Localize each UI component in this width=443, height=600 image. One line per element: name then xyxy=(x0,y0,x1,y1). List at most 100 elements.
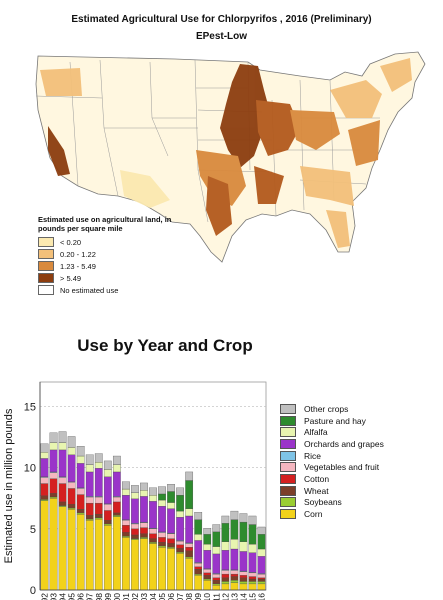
map-legend-label: 1.23 - 5.49 xyxy=(60,261,96,271)
bar-segment xyxy=(167,484,175,492)
bar-segment xyxy=(176,553,184,591)
bar-segment xyxy=(203,572,212,576)
bar-segment xyxy=(131,485,139,493)
bar-segment xyxy=(158,547,166,591)
bar-segment xyxy=(257,573,266,578)
x-tick-label: 1998 xyxy=(94,593,104,600)
bar-segment xyxy=(112,464,121,473)
crop-legend-swatch xyxy=(280,450,296,461)
bar-segment xyxy=(212,573,221,578)
bar-segment xyxy=(230,548,239,570)
bar-segment xyxy=(140,537,148,539)
legend-swatch xyxy=(38,249,54,259)
crop-legend-item: Vegetables and fruit xyxy=(280,461,384,473)
bar-segment xyxy=(185,471,194,481)
crop-legend-item: Cotton xyxy=(280,473,384,485)
bar-segment xyxy=(257,556,266,574)
bar-segment xyxy=(40,452,49,459)
map-legend-label: > 5.49 xyxy=(60,273,82,283)
x-tick-label: 1995 xyxy=(67,593,77,600)
bar-segment xyxy=(230,519,239,540)
legend-swatch xyxy=(38,261,54,271)
bar-segment xyxy=(158,542,166,547)
bar-segment xyxy=(149,487,157,496)
bar-segment xyxy=(85,464,94,473)
bar-segment xyxy=(212,546,221,555)
bar-segment xyxy=(131,528,139,536)
bar-segment xyxy=(67,488,76,505)
y-tick-label: 5 xyxy=(30,524,36,536)
bar-segment xyxy=(158,537,166,543)
bar-segment xyxy=(103,523,112,526)
bar-segment xyxy=(112,516,121,591)
bar-segment xyxy=(112,512,121,516)
bar-segment xyxy=(49,472,58,479)
bar-segment xyxy=(230,582,239,591)
bar-segment xyxy=(248,552,257,573)
bar-segment xyxy=(194,512,203,520)
bar-segment xyxy=(185,515,194,544)
bar-segment xyxy=(212,580,221,585)
bar-segment xyxy=(167,538,175,544)
bar-segment xyxy=(58,477,67,484)
bar-segment xyxy=(221,577,230,582)
bar-segment xyxy=(212,553,221,574)
bar-segment xyxy=(112,496,121,503)
bar-segment xyxy=(122,532,130,537)
bar-segment xyxy=(76,494,85,510)
bar-segment xyxy=(112,515,121,517)
x-tick-label: 1992 xyxy=(40,593,50,600)
bar-segment xyxy=(149,501,157,529)
bar-segment xyxy=(248,576,257,580)
bar-segment xyxy=(221,583,230,591)
map-legend-item: 1.23 - 5.49 xyxy=(38,260,188,272)
bar-segment xyxy=(176,517,184,541)
bar-segment xyxy=(194,540,203,563)
crop-legend-label: Pasture and hay xyxy=(304,415,366,426)
x-tick-label: 2014 xyxy=(238,593,248,600)
x-tick-label: 2010 xyxy=(202,593,212,600)
bar-segment xyxy=(239,575,248,578)
bar-segment xyxy=(212,531,221,547)
x-tick-label: 2011 xyxy=(211,593,221,600)
bar-segment xyxy=(257,577,266,580)
crop-legend-item: Corn xyxy=(280,508,384,520)
bar-segment xyxy=(67,436,76,448)
bar-segment xyxy=(257,578,266,582)
use-intensity xyxy=(40,58,412,248)
bar-segment xyxy=(212,577,221,581)
bar-segment xyxy=(94,502,103,515)
crop-legend-swatch xyxy=(280,462,296,473)
bar-segment xyxy=(149,528,157,534)
bar-segment xyxy=(248,524,257,545)
bar-segment xyxy=(194,569,203,575)
bar-segment xyxy=(248,583,257,591)
x-tick-label: 1999 xyxy=(103,593,113,600)
bar-segment xyxy=(94,496,103,504)
bar-segment xyxy=(194,575,203,591)
bar-segment xyxy=(131,498,139,524)
bar-segment xyxy=(203,550,212,569)
bar-segment xyxy=(85,502,94,516)
bar-segment xyxy=(239,521,248,542)
bar-segment xyxy=(203,569,212,574)
bar-segment xyxy=(185,480,194,509)
bar-segment xyxy=(103,476,112,504)
bar-segment xyxy=(212,584,221,591)
crop-legend-item: Soybeans xyxy=(280,497,384,509)
bar-segment xyxy=(76,455,85,464)
bar-segment xyxy=(167,502,175,509)
bar-segment xyxy=(239,541,248,552)
bar-segment xyxy=(122,495,130,520)
x-tick-label: 1996 xyxy=(76,593,86,600)
bar-segment xyxy=(103,520,112,525)
bar-segment xyxy=(149,533,157,539)
map-panel: Estimated Agricultural Use for Chlorpyri… xyxy=(35,14,426,295)
bar-segment xyxy=(76,463,85,488)
bar-segment xyxy=(122,520,130,526)
x-tick-label: 2006 xyxy=(166,593,176,600)
bar-segment xyxy=(176,551,184,554)
bar-segment xyxy=(203,528,212,535)
bar-segment xyxy=(194,566,203,570)
bar-segment xyxy=(167,548,175,591)
